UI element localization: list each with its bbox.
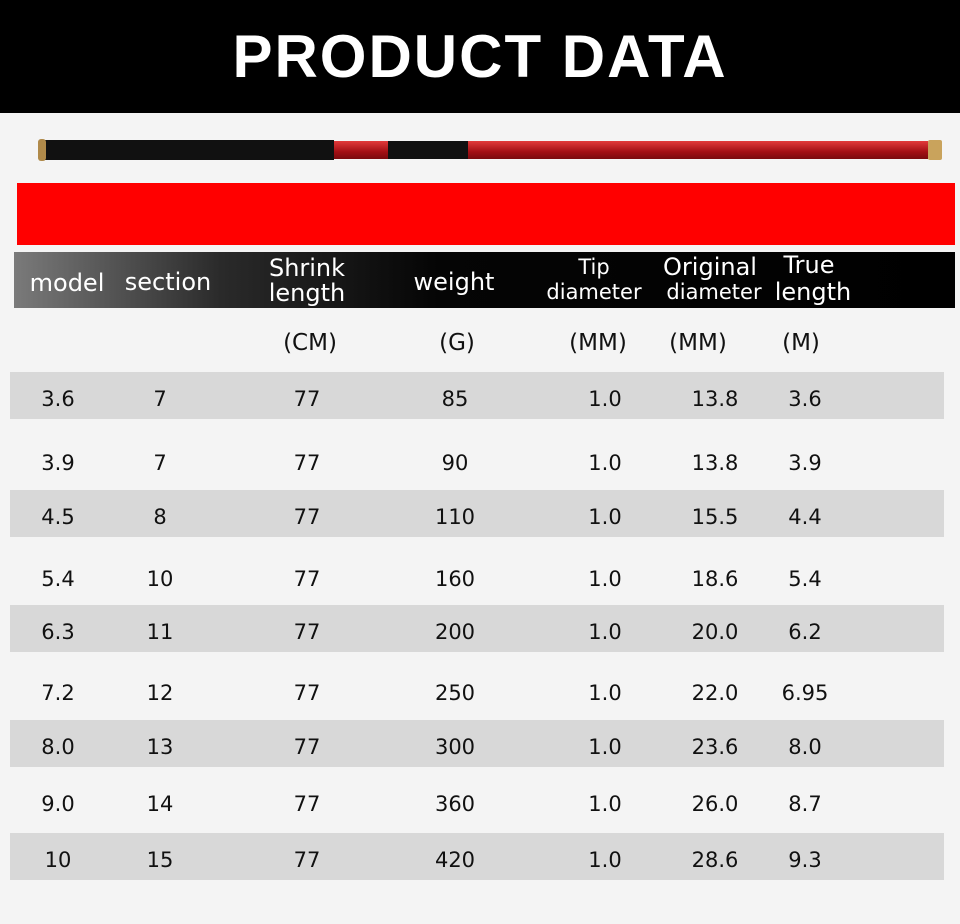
cell-section: 7 xyxy=(153,387,167,411)
table-row: 10 15 77 420 1.0 28.6 9.3 xyxy=(10,833,944,880)
cell-original-diameter: 15.5 xyxy=(691,505,739,529)
table-row: 4.5 8 77 110 1.0 15.5 4.4 xyxy=(10,490,944,537)
cell-model: 10 xyxy=(44,848,72,872)
header-shrink-1: Shrink xyxy=(268,254,346,282)
fishing-rod-image xyxy=(38,139,942,161)
cell-section: 13 xyxy=(146,735,174,759)
cell-tip-diameter: 1.0 xyxy=(588,387,622,411)
cell-tip-diameter: 1.0 xyxy=(588,620,622,644)
table-row: 6.3 11 77 200 1.0 20.0 6.2 xyxy=(10,605,944,652)
cell-model: 6.3 xyxy=(41,620,75,644)
unit-true: (M) xyxy=(782,330,820,356)
cell-shrink-length: 77 xyxy=(293,387,321,411)
cell-section: 12 xyxy=(146,681,174,705)
header-weight: weight xyxy=(413,268,495,296)
cell-tip-diameter: 1.0 xyxy=(588,681,622,705)
cell-original-diameter: 13.8 xyxy=(691,387,739,411)
cell-shrink-length: 77 xyxy=(293,505,321,529)
cell-model: 3.9 xyxy=(41,451,75,475)
header-shrink-2: length xyxy=(268,279,346,307)
cell-section: 11 xyxy=(146,620,174,644)
unit-tip: (MM) xyxy=(569,330,627,356)
cell-true-length: 8.0 xyxy=(788,735,822,759)
cell-section: 7 xyxy=(153,451,167,475)
cell-section: 10 xyxy=(146,567,174,591)
cell-shrink-length: 77 xyxy=(293,620,321,644)
red-accent-bar xyxy=(17,183,955,245)
cell-weight: 90 xyxy=(441,451,469,475)
cell-model: 4.5 xyxy=(41,505,75,529)
cell-section: 14 xyxy=(146,792,174,816)
table-row: 5.4 10 77 160 1.0 18.6 5.4 xyxy=(10,552,944,599)
cell-model: 8.0 xyxy=(41,735,75,759)
table-header: model section Shrink length weight Tip d… xyxy=(14,252,955,308)
unit-weight: (G) xyxy=(439,330,475,356)
cell-weight: 300 xyxy=(434,735,476,759)
cell-true-length: 3.9 xyxy=(788,451,822,475)
table-row: 9.0 14 77 360 1.0 26.0 8.7 xyxy=(10,777,944,824)
cell-original-diameter: 26.0 xyxy=(691,792,739,816)
header-section: section xyxy=(124,268,212,296)
cell-true-length: 9.3 xyxy=(788,848,822,872)
table-row: 3.6 7 77 85 1.0 13.8 3.6 xyxy=(10,372,944,419)
cell-weight: 160 xyxy=(434,567,476,591)
header-true-2: length xyxy=(774,278,852,306)
cell-original-diameter: 22.0 xyxy=(691,681,739,705)
cell-true-length: 4.4 xyxy=(788,505,822,529)
cell-model: 5.4 xyxy=(41,567,75,591)
table-row: 3.9 7 77 90 1.0 13.8 3.9 xyxy=(10,436,944,483)
cell-tip-diameter: 1.0 xyxy=(588,567,622,591)
cell-true-length: 3.6 xyxy=(788,387,822,411)
cell-weight: 85 xyxy=(441,387,469,411)
cell-true-length: 8.7 xyxy=(788,792,822,816)
cell-model: 9.0 xyxy=(41,792,75,816)
cell-shrink-length: 77 xyxy=(293,451,321,475)
cell-weight: 110 xyxy=(434,505,476,529)
cell-section: 15 xyxy=(146,848,174,872)
header-tip-2: diameter xyxy=(546,280,642,304)
cell-original-diameter: 13.8 xyxy=(691,451,739,475)
cell-shrink-length: 77 xyxy=(293,681,321,705)
cell-weight: 360 xyxy=(434,792,476,816)
cell-weight: 250 xyxy=(434,681,476,705)
header-tip-1: Tip xyxy=(578,255,610,279)
header-orig-2: diameter xyxy=(666,280,762,304)
cell-tip-diameter: 1.0 xyxy=(588,792,622,816)
header-orig-1: Original xyxy=(663,253,757,281)
cell-shrink-length: 77 xyxy=(293,567,321,591)
unit-shrink: (CM) xyxy=(283,330,337,356)
cell-model: 3.6 xyxy=(41,387,75,411)
header-model: model xyxy=(29,269,105,297)
header-true-1: True xyxy=(783,251,835,279)
cell-true-length: 5.4 xyxy=(788,567,822,591)
cell-original-diameter: 20.0 xyxy=(691,620,739,644)
cell-tip-diameter: 1.0 xyxy=(588,735,622,759)
cell-weight: 200 xyxy=(434,620,476,644)
table-row: 8.0 13 77 300 1.0 23.6 8.0 xyxy=(10,720,944,767)
cell-shrink-length: 77 xyxy=(293,735,321,759)
cell-section: 8 xyxy=(153,505,167,529)
table-row: 7.2 12 77 250 1.0 22.0 6.95 xyxy=(10,666,944,713)
cell-original-diameter: 28.6 xyxy=(691,848,739,872)
cell-model: 7.2 xyxy=(41,681,75,705)
cell-true-length: 6.95 xyxy=(781,681,829,705)
title-banner: PRODUCT DATA xyxy=(0,0,960,113)
cell-true-length: 6.2 xyxy=(788,620,822,644)
cell-tip-diameter: 1.0 xyxy=(588,505,622,529)
cell-tip-diameter: 1.0 xyxy=(588,451,622,475)
cell-tip-diameter: 1.0 xyxy=(588,848,622,872)
page-title: PRODUCT DATA xyxy=(232,23,728,90)
cell-weight: 420 xyxy=(434,848,476,872)
cell-original-diameter: 23.6 xyxy=(691,735,739,759)
unit-orig: (MM) xyxy=(669,330,727,356)
cell-shrink-length: 77 xyxy=(293,848,321,872)
cell-original-diameter: 18.6 xyxy=(691,567,739,591)
cell-shrink-length: 77 xyxy=(293,792,321,816)
